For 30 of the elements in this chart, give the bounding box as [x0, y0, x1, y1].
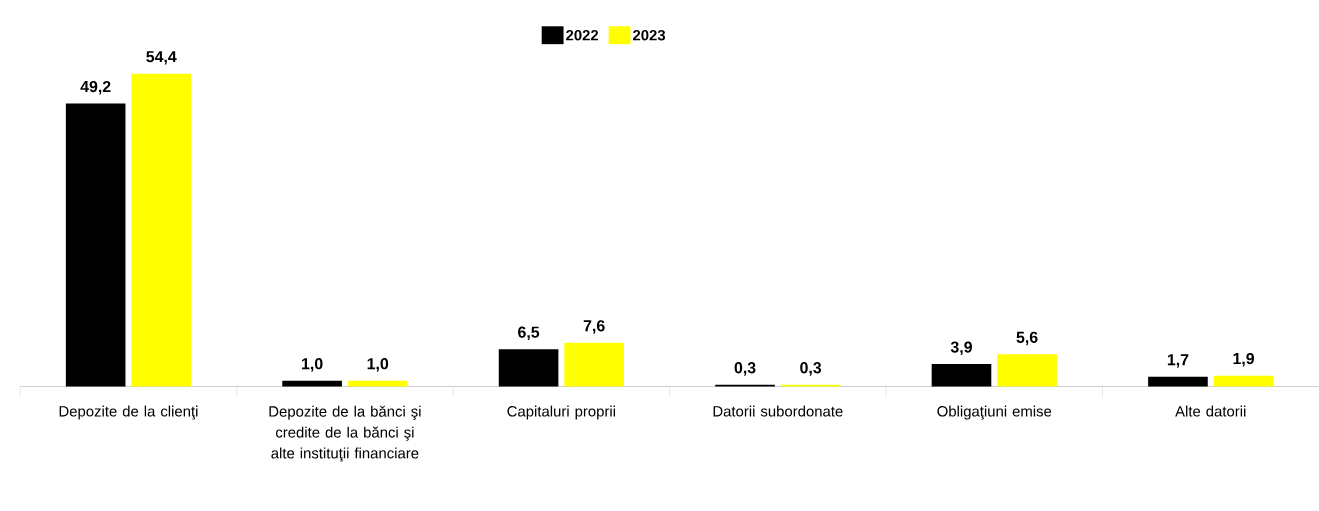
bar: [931, 364, 992, 387]
data-label: 1,9: [1233, 353, 1254, 367]
data-label: 1,7: [1167, 354, 1189, 368]
legend-label: 2022: [566, 30, 599, 41]
bar: [564, 342, 624, 387]
bar: [1213, 375, 1274, 387]
bar: [498, 349, 559, 387]
x-tick-label: Depozite de la bănci şi credite de la bănci şi alte instituţii financiare: [269, 405, 421, 462]
data-label: 0,3: [734, 362, 756, 376]
legend-label: 2023: [632, 30, 666, 41]
data-label: 6,5: [518, 326, 540, 341]
bar: [997, 354, 1057, 387]
data-label: 54,4: [146, 51, 177, 65]
bar: [347, 380, 408, 387]
data-label: 5,6: [1016, 331, 1038, 346]
x-tick-label: Capitaluri proprii: [507, 405, 616, 420]
data-label: 1,0: [302, 358, 323, 372]
bar: [282, 380, 342, 387]
bar: [65, 103, 126, 387]
x-tick-label: Alte datorii: [1175, 405, 1246, 417]
x-tick-label: Datorii subordonate: [713, 405, 843, 417]
bar: [1148, 376, 1208, 387]
data-label: 1,0: [367, 358, 389, 372]
data-label: 3,9: [950, 341, 972, 356]
bar: [131, 73, 192, 387]
x-tick-label: Depozite de la clienţi: [59, 405, 198, 420]
data-label: 7,6: [583, 320, 605, 334]
data-label: 49,2: [80, 81, 111, 95]
data-label: 0,3: [800, 362, 822, 376]
x-tick-label: Obligaţiuni emise: [937, 405, 1052, 420]
